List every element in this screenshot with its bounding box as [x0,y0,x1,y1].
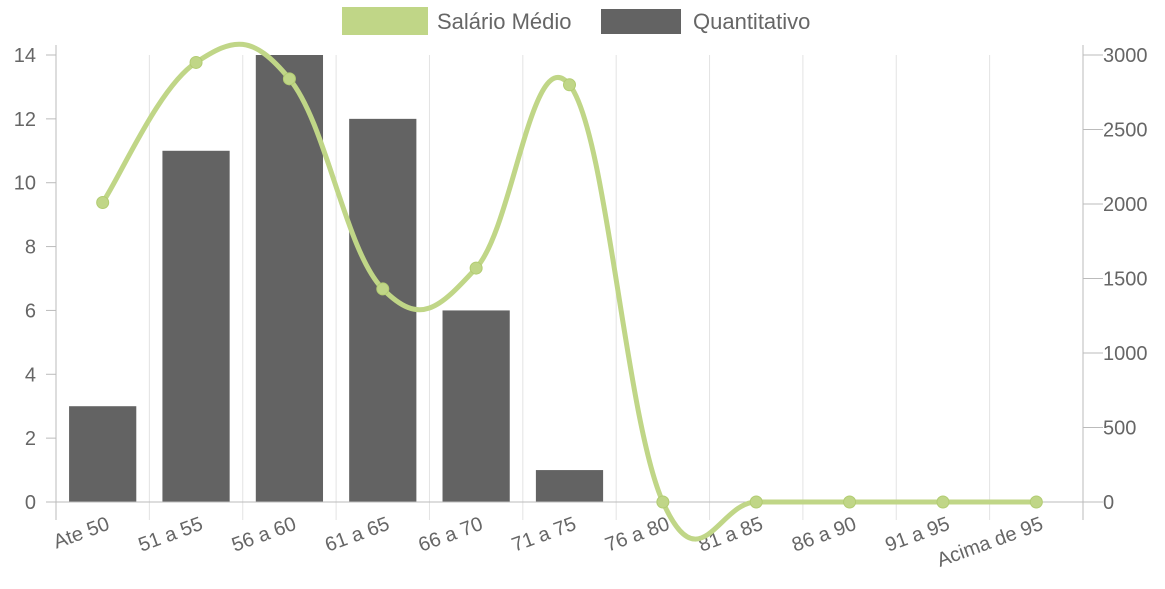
x-tick-label: 86 a 90 [789,513,859,556]
left-tick-label: 10 [14,173,36,195]
point-salario-medio [843,495,857,509]
right-tick-label: 1000 [1103,343,1148,365]
legend-label-quantitativo: Quantitativo [693,9,810,34]
bar-quantitativo [349,118,417,502]
point-salario-medio [376,282,390,296]
bar-quantitativo [535,470,604,502]
x-tick-label: 56 a 60 [229,513,299,556]
x-tick-label: 71 a 75 [509,513,579,556]
right-tick-label: 2000 [1103,194,1148,216]
bar-series [69,55,604,503]
line-series [96,41,1043,542]
right-tick-label: 1500 [1103,269,1148,291]
bar-quantitativo [442,310,510,502]
right-tick-label: 500 [1103,418,1136,440]
right-tick-label: 0 [1103,492,1114,514]
x-tick-label: 51 a 55 [136,513,206,556]
right-tick-label: 2500 [1103,120,1148,142]
legend-swatch-quantitativo [601,9,681,34]
line-salario-medio [100,41,1039,542]
point-salario-medio [749,495,763,509]
point-salario-medio [1029,495,1043,509]
point-salario-medio [936,495,950,509]
x-tick-label: Ate 50 [51,513,113,553]
x-tick-label: Acima de 95 [934,513,1046,572]
left-tick-label: 6 [25,300,36,322]
left-tick-label: 2 [25,428,36,450]
point-salario-medio [656,495,670,509]
left-tick-label: 14 [14,45,36,67]
right-tick-label: 3000 [1103,45,1148,67]
bar-quantitativo [69,406,137,502]
left-tick-label: 0 [25,492,36,514]
point-salario-medio [96,196,110,210]
x-tick-label: 66 a 70 [416,513,486,556]
legend: Salário Médio Quantitativo [342,7,810,35]
bar-quantitativo [255,55,324,502]
bar-quantitativo [162,150,230,503]
x-tick-label: 76 a 80 [602,513,672,556]
point-salario-medio [189,55,203,69]
x-tick-label: 61 a 65 [322,513,392,556]
point-salario-medio [563,78,576,92]
point-salario-medio [469,261,483,275]
left-tick-label: 8 [25,237,36,259]
left-tick-label: 4 [25,364,36,386]
point-salario-medio [282,72,296,86]
legend-swatch-salario [342,7,428,35]
legend-label-salario: Salário Médio [437,9,572,34]
left-tick-label: 12 [14,109,36,131]
